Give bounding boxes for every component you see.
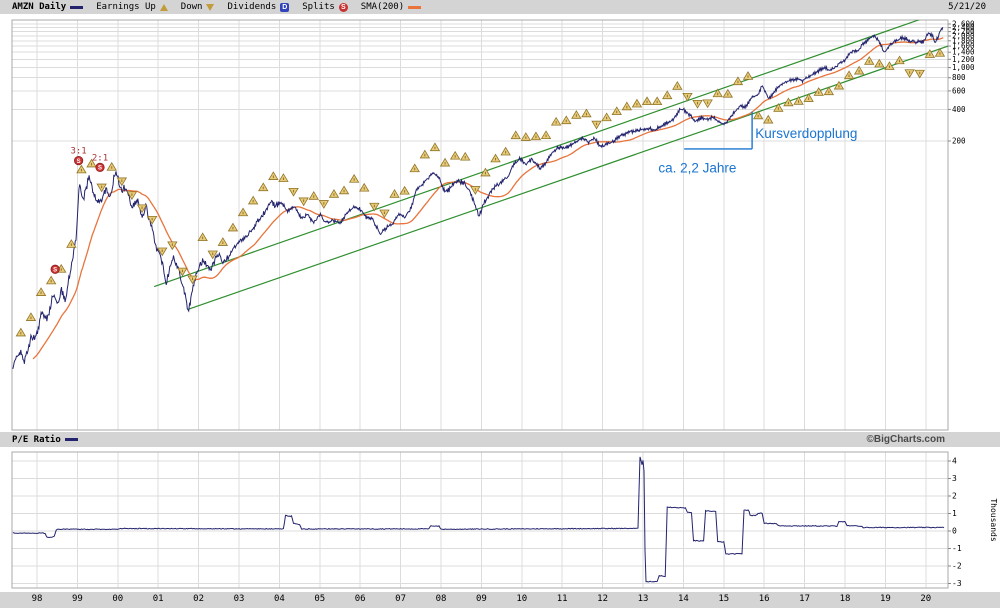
splits-legend: Splits S bbox=[302, 2, 348, 12]
pe-axis-label: 2 bbox=[952, 492, 957, 501]
dividends-label: Dividends bbox=[227, 2, 277, 12]
x-axis-label: 98 bbox=[31, 594, 43, 604]
x-axis-label: 17 bbox=[799, 594, 811, 604]
pe-axis-label: 3 bbox=[952, 474, 957, 483]
split-ratio-label: 3:1 bbox=[70, 147, 86, 157]
price-axis-label: 200 bbox=[952, 137, 966, 146]
earnings-up-label: Earnings Up bbox=[96, 2, 156, 12]
sma-label: SMA(200) bbox=[360, 2, 405, 12]
chart-date: 5/21/20 bbox=[948, 2, 986, 12]
main-plot-border bbox=[11, 19, 949, 431]
dividends-legend: Dividends D bbox=[227, 2, 290, 12]
pe-axis-label: -1 bbox=[952, 544, 962, 553]
sma-line-icon bbox=[408, 5, 422, 9]
x-axis-label: 07 bbox=[395, 594, 407, 604]
price-axis-label: 1,800 bbox=[952, 36, 975, 45]
price-axis-label: 2,600 bbox=[952, 20, 975, 29]
x-axis-label: 00 bbox=[112, 594, 124, 604]
pe-axis-label: 4 bbox=[952, 457, 957, 466]
annotations: Kursverdopplung ca. 2,2 Jahre bbox=[658, 111, 857, 176]
pe-ratio-legend: P/E Ratio bbox=[12, 435, 78, 445]
symbol-legend: AMZN Daily bbox=[12, 2, 84, 12]
pe-axis-label: 1 bbox=[952, 509, 957, 518]
price-axis-label: 1,600 bbox=[952, 42, 975, 51]
x-axis-label: 20 bbox=[920, 594, 932, 604]
price-axis-labels: 2,6002,4002,2002,0001,8001,6001,4001,200… bbox=[948, 20, 975, 146]
price-axis-label: 2,400 bbox=[952, 23, 975, 32]
x-axis-label: 15 bbox=[718, 594, 730, 604]
pe-ratio-label: P/E Ratio bbox=[12, 434, 61, 445]
price-line-icon bbox=[70, 5, 84, 9]
x-axis-label: 01 bbox=[152, 594, 164, 604]
x-axis: 98 99 00 01 02 03 04 05 06 07 08 09 10 11 12 13 14 15 16 17… bbox=[0, 592, 1000, 608]
x-axis-label: 05 bbox=[314, 594, 326, 604]
x-axis-label: 04 bbox=[273, 594, 285, 604]
pe-axis-label: -2 bbox=[952, 562, 962, 571]
pe-axis-label: 0 bbox=[952, 527, 957, 536]
earnings-up-legend: Earnings Up bbox=[96, 2, 168, 12]
year-gridlines bbox=[36, 20, 927, 588]
x-axis-label: 11 bbox=[556, 594, 568, 604]
sma-legend: SMA(200) bbox=[360, 2, 422, 12]
chart-header: AMZN Daily Earnings Up Down Dividends D … bbox=[0, 0, 1000, 14]
sma-line bbox=[32, 37, 944, 360]
price-axis-label: 1,200 bbox=[952, 55, 975, 64]
x-axis-label: 14 bbox=[677, 594, 689, 604]
split-markers: S S 3:1 S 2:1 bbox=[50, 147, 108, 274]
price-axis-label: 800 bbox=[952, 73, 966, 82]
price-axis-label: 600 bbox=[952, 86, 966, 95]
dividend-icon: D bbox=[280, 2, 290, 12]
price-axis-label: 1,400 bbox=[952, 48, 975, 57]
x-axis-label: 10 bbox=[516, 594, 528, 604]
x-axis-label: 19 bbox=[879, 594, 891, 604]
split-ratio-label: 2:1 bbox=[92, 153, 108, 163]
svg-text:S: S bbox=[77, 159, 81, 165]
pe-axis-labels: 4 3 2 1 0 -1 -2 -3 Thousands bbox=[948, 457, 998, 588]
trend-channel bbox=[154, 20, 948, 310]
symbol-label: AMZN Daily bbox=[12, 2, 67, 12]
price-line bbox=[12, 27, 944, 370]
x-axis-label: 18 bbox=[839, 594, 851, 604]
splits-label: Splits bbox=[302, 2, 335, 12]
split-marker bbox=[95, 162, 105, 173]
price-axis-label: 2,000 bbox=[952, 32, 975, 41]
earnings-down-label: Down bbox=[180, 2, 203, 12]
earnings-down-legend: Down bbox=[181, 2, 215, 12]
x-axis-label: 08 bbox=[435, 594, 447, 604]
pe-axis-title: Thousands bbox=[989, 498, 998, 542]
svg-text:S: S bbox=[53, 268, 57, 274]
pe-gridlines bbox=[12, 460, 948, 584]
x-axis-label: 02 bbox=[193, 594, 205, 604]
earnings-down-icon bbox=[206, 3, 215, 11]
x-axis-label: 16 bbox=[758, 594, 770, 604]
price-axis-label: 1,000 bbox=[952, 63, 975, 72]
price-gridlines bbox=[12, 23, 948, 142]
split-icon: S bbox=[338, 2, 348, 12]
earnings-markers bbox=[15, 47, 946, 337]
price-axis-label: 400 bbox=[952, 105, 966, 114]
earnings-up-icon bbox=[159, 3, 168, 11]
duration-annotation: ca. 2,2 Jahre bbox=[658, 161, 736, 176]
doubling-annotation: Kursverdopplung bbox=[755, 126, 857, 141]
split-marker bbox=[50, 264, 60, 274]
pe-axis-label: -3 bbox=[952, 579, 962, 588]
x-axis-label: 09 bbox=[475, 594, 487, 604]
x-axis-label: 12 bbox=[597, 594, 609, 604]
svg-text:S: S bbox=[98, 166, 102, 172]
pe-header: P/E Ratio ©BigCharts.com bbox=[0, 432, 1000, 447]
pe-line bbox=[12, 456, 945, 583]
x-axis-label: 99 bbox=[71, 594, 83, 604]
split-marker bbox=[74, 156, 84, 166]
bigcharts-credit: ©BigCharts.com bbox=[866, 434, 946, 445]
pe-plot-border bbox=[11, 451, 949, 589]
x-axis-label: 03 bbox=[233, 594, 245, 604]
pe-line-icon bbox=[64, 438, 78, 441]
x-axis-label: 13 bbox=[637, 594, 649, 604]
price-axis-label: 2,200 bbox=[952, 27, 975, 36]
x-axis-label: 06 bbox=[354, 594, 366, 604]
